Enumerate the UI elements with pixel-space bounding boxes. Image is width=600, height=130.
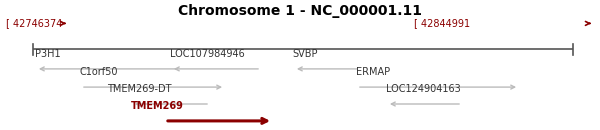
Text: LOC107984946: LOC107984946 [170, 49, 245, 59]
Text: [ 42844991: [ 42844991 [414, 18, 470, 28]
Text: C1orf50: C1orf50 [80, 67, 118, 77]
Text: Chromosome 1 - NC_000001.11: Chromosome 1 - NC_000001.11 [178, 4, 422, 18]
Text: TMEM269: TMEM269 [131, 101, 184, 111]
Text: TMEM269-DT: TMEM269-DT [107, 84, 172, 94]
Text: [ 42746374: [ 42746374 [6, 18, 62, 28]
Text: LOC124904163: LOC124904163 [386, 84, 461, 94]
Text: P3H1: P3H1 [35, 49, 61, 59]
Text: ERMAP: ERMAP [356, 67, 390, 77]
Text: SVBP: SVBP [293, 49, 319, 59]
